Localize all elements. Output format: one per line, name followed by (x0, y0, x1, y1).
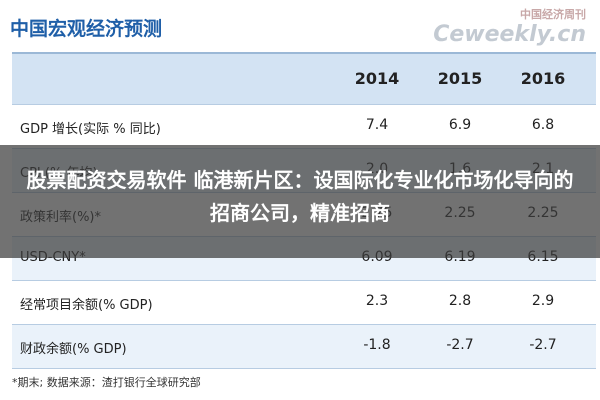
cell: -1.8 (363, 337, 391, 353)
cell: 2.3 (365, 293, 389, 309)
table-row: 财政余额(% GDP) -1.8 -2.7 -2.7 (12, 325, 596, 369)
table-row: GDP 增长(实际 % 同比) 7.4 6.9 6.8 (12, 105, 596, 149)
title: 中国宏观经济预测 (10, 18, 163, 40)
cell: 7.4 (365, 117, 389, 133)
cell: -2.7 (529, 337, 557, 353)
cell: 2.9 (531, 293, 555, 309)
header-row: 2014 2015 2016 (12, 54, 596, 105)
row-label: 经常项目余额(% GDP) (20, 298, 153, 313)
column-header: 2015 (437, 69, 483, 88)
row-label: 财政余额(% GDP) (20, 342, 127, 357)
cell: -2.7 (446, 337, 474, 353)
row-label: GDP 增长(实际 % 同比) (20, 122, 161, 137)
watermark-cn: 中国经济周刊 (520, 8, 586, 21)
overlay-text: 股票配资交易软件 临港新片区：设国际化专业化市场化导向的招商公司，精准招商 (26, 168, 574, 225)
column-header: 2016 (520, 69, 566, 88)
watermark: 中国经济周刊 Ceweekly.cn (433, 6, 586, 47)
column-header: 2014 (354, 69, 400, 88)
overlay-banner (0, 145, 600, 258)
watermark-en: Ceweekly.cn (433, 22, 586, 47)
cell: 6.8 (531, 117, 555, 133)
cell: 6.9 (448, 117, 472, 133)
footer: *期末; 数据来源：渣打银行全球研究部 (12, 376, 201, 389)
cell: 2.8 (448, 293, 472, 309)
table-row: 经常项目余额(% GDP) 2.3 2.8 2.9 (12, 281, 596, 325)
